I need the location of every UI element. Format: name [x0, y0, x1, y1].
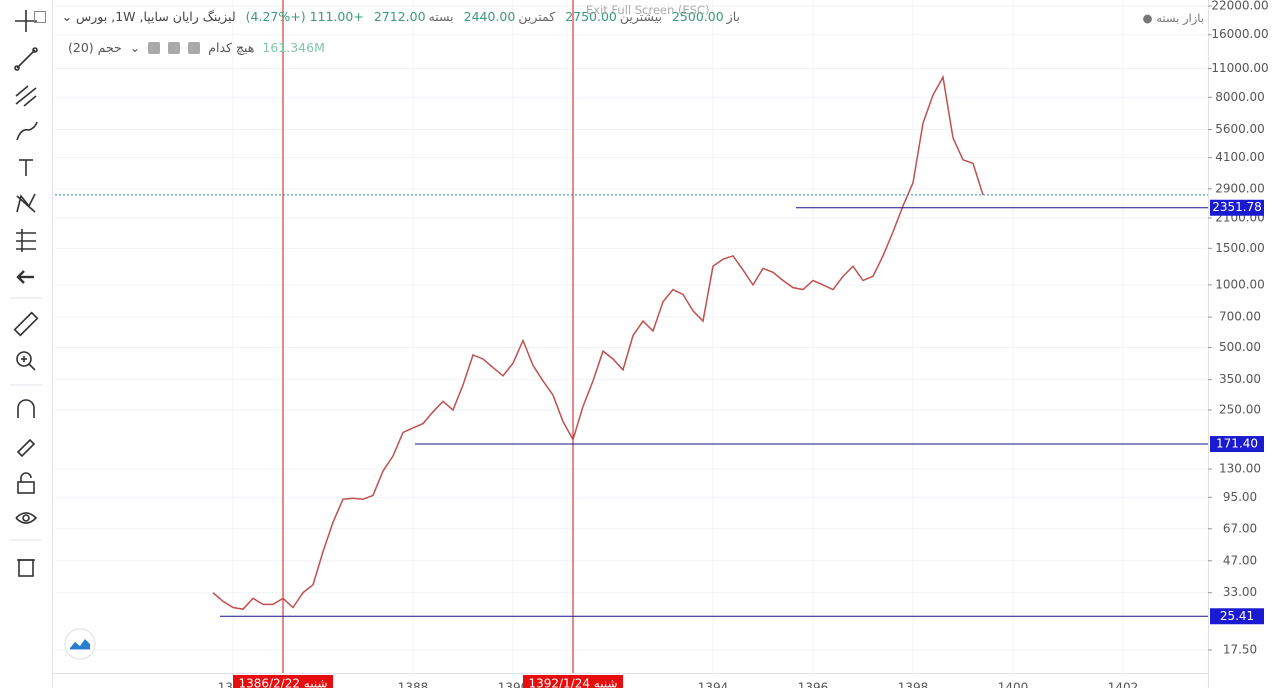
fib-tool[interactable]: [15, 85, 37, 107]
legend-row: باز2500.00 بیشترین2750.00 کمترین2440.00 بست…: [33, 9, 740, 24]
y-tick-label: 8000.00: [1215, 90, 1265, 104]
price-label: 171.40: [1216, 437, 1258, 451]
magnet-tool[interactable]: [17, 399, 35, 418]
trendline-tool[interactable]: [14, 47, 38, 71]
indicator-row: حجم (20) ⌄ هیچ کدام 161.346M: [68, 40, 325, 55]
close-icon[interactable]: [188, 41, 201, 54]
marker-label: شنبه 1386/2/22: [238, 677, 327, 688]
settings-icon[interactable]: [148, 41, 161, 54]
y-tick-label: 17.50: [1223, 642, 1257, 656]
x-tick-label: 1402: [1108, 681, 1139, 688]
y-tick-label: 500.00: [1219, 340, 1261, 354]
ohlc-item: بسته2712.00: [374, 9, 454, 24]
price-label: 25.41: [1220, 609, 1254, 623]
price-line: [212, 74, 984, 610]
zoom-tool[interactable]: [16, 351, 36, 371]
y-tick-label: 5600.00: [1215, 122, 1265, 136]
marker-label-box: [233, 675, 333, 688]
y-tick-label: 47.00: [1223, 553, 1257, 567]
y-tick-label: 22000.00: [1211, 0, 1268, 13]
x-tick-label: 1400: [998, 681, 1029, 688]
marker-label: شنبه 1392/1/24: [528, 677, 617, 688]
y-tick-label: 700.00: [1219, 310, 1261, 324]
symbol[interactable]: لیزینگ رایان سایپا, 1W, بورس ⌄: [61, 9, 236, 24]
toolbar: [0, 0, 52, 688]
delete-tool[interactable]: [17, 559, 35, 577]
indicator-value: 161.346M: [262, 40, 325, 55]
market-status-text: بازار بسته: [1156, 11, 1204, 25]
y-tick-label: 33.00: [1223, 585, 1257, 599]
visibility-tool[interactable]: [15, 512, 38, 524]
y-tick-label: 16000.00: [1211, 27, 1268, 41]
x-tick-label: 1394: [698, 681, 729, 688]
y-tick-label: 350.00: [1219, 372, 1261, 386]
price-label-box: [1210, 436, 1264, 453]
exit-fullscreen[interactable]: Exit Full Screen (ESC): [586, 3, 710, 17]
price-axis: 22000.00 16000.00 11000.00 8000.00 5600.00 41…: [1208, 0, 1269, 656]
symbol-text: لیزینگ رایان سایپا, 1W, بورس: [76, 9, 236, 24]
brush-tool[interactable]: [16, 121, 38, 141]
lock-draw-tool[interactable]: [16, 438, 36, 458]
ohlc-label: کمترین: [518, 9, 556, 24]
y-tick-label: 1000.00: [1215, 277, 1265, 291]
y-tick-label: 1500.00: [1215, 241, 1265, 255]
x-tick-label: 1388: [398, 681, 429, 688]
y-tick-label: 95.00: [1223, 490, 1257, 504]
y-tick-label: 250.00: [1219, 402, 1261, 416]
x-tick-label: 1390: [498, 681, 529, 688]
prediction-tool[interactable]: [16, 229, 36, 252]
ohlc-item: کمترین2440.00: [464, 9, 556, 24]
ohlc-label: بسته: [428, 9, 454, 24]
ohlc-item: بیشترین2750.00: [565, 9, 662, 24]
marker-label-box: [523, 675, 623, 688]
logo-button[interactable]: [64, 628, 96, 660]
price-label-box: [1210, 199, 1264, 216]
market-status: بازار بسته ●: [1142, 11, 1204, 25]
price-label-box: [1210, 608, 1264, 625]
price-label: 2351.78: [1212, 200, 1262, 214]
ohlc-label: بیشترین: [619, 9, 662, 24]
back-button[interactable]: [16, 270, 34, 284]
y-tick-label: 130.00: [1219, 461, 1261, 475]
settings-icon[interactable]: [168, 41, 181, 54]
ohlc-value: 2712.00: [373, 9, 426, 24]
ohlc-value: 2500.00: [671, 9, 724, 24]
crosshair-tool[interactable]: [15, 10, 37, 32]
x-tick-label: 1398: [898, 681, 929, 688]
lock-tool[interactable]: [17, 472, 35, 494]
y-tick-label: 67.00: [1223, 521, 1257, 535]
ohlc-value: 2750.00: [565, 9, 617, 24]
indicator-name[interactable]: حجم (20): [68, 40, 122, 55]
pattern-tool[interactable]: [16, 193, 36, 213]
y-tick-label: 4100.00: [1215, 150, 1265, 164]
text-tool[interactable]: [19, 159, 33, 176]
ohlc: باز2500.00 بیشترین2750.00 کمترین2440.00 بست…: [374, 9, 740, 24]
ruler-tool[interactable]: [13, 311, 39, 337]
x-tick-label: 1396: [798, 681, 829, 688]
grid: [55, 0, 1208, 673]
collapse-button[interactable]: [33, 10, 46, 23]
y-tick-label: 2900.00: [1215, 181, 1265, 195]
ohlc-item: باز2500.00: [672, 9, 740, 24]
change: +111.00 (+4.27%): [245, 9, 364, 24]
y-tick-label: 11000.00: [1211, 61, 1268, 75]
indicator-mode: هیچ کدام: [208, 40, 255, 55]
ohlc-label: باز: [726, 9, 740, 24]
ohlc-value: 2440.00: [463, 9, 516, 24]
